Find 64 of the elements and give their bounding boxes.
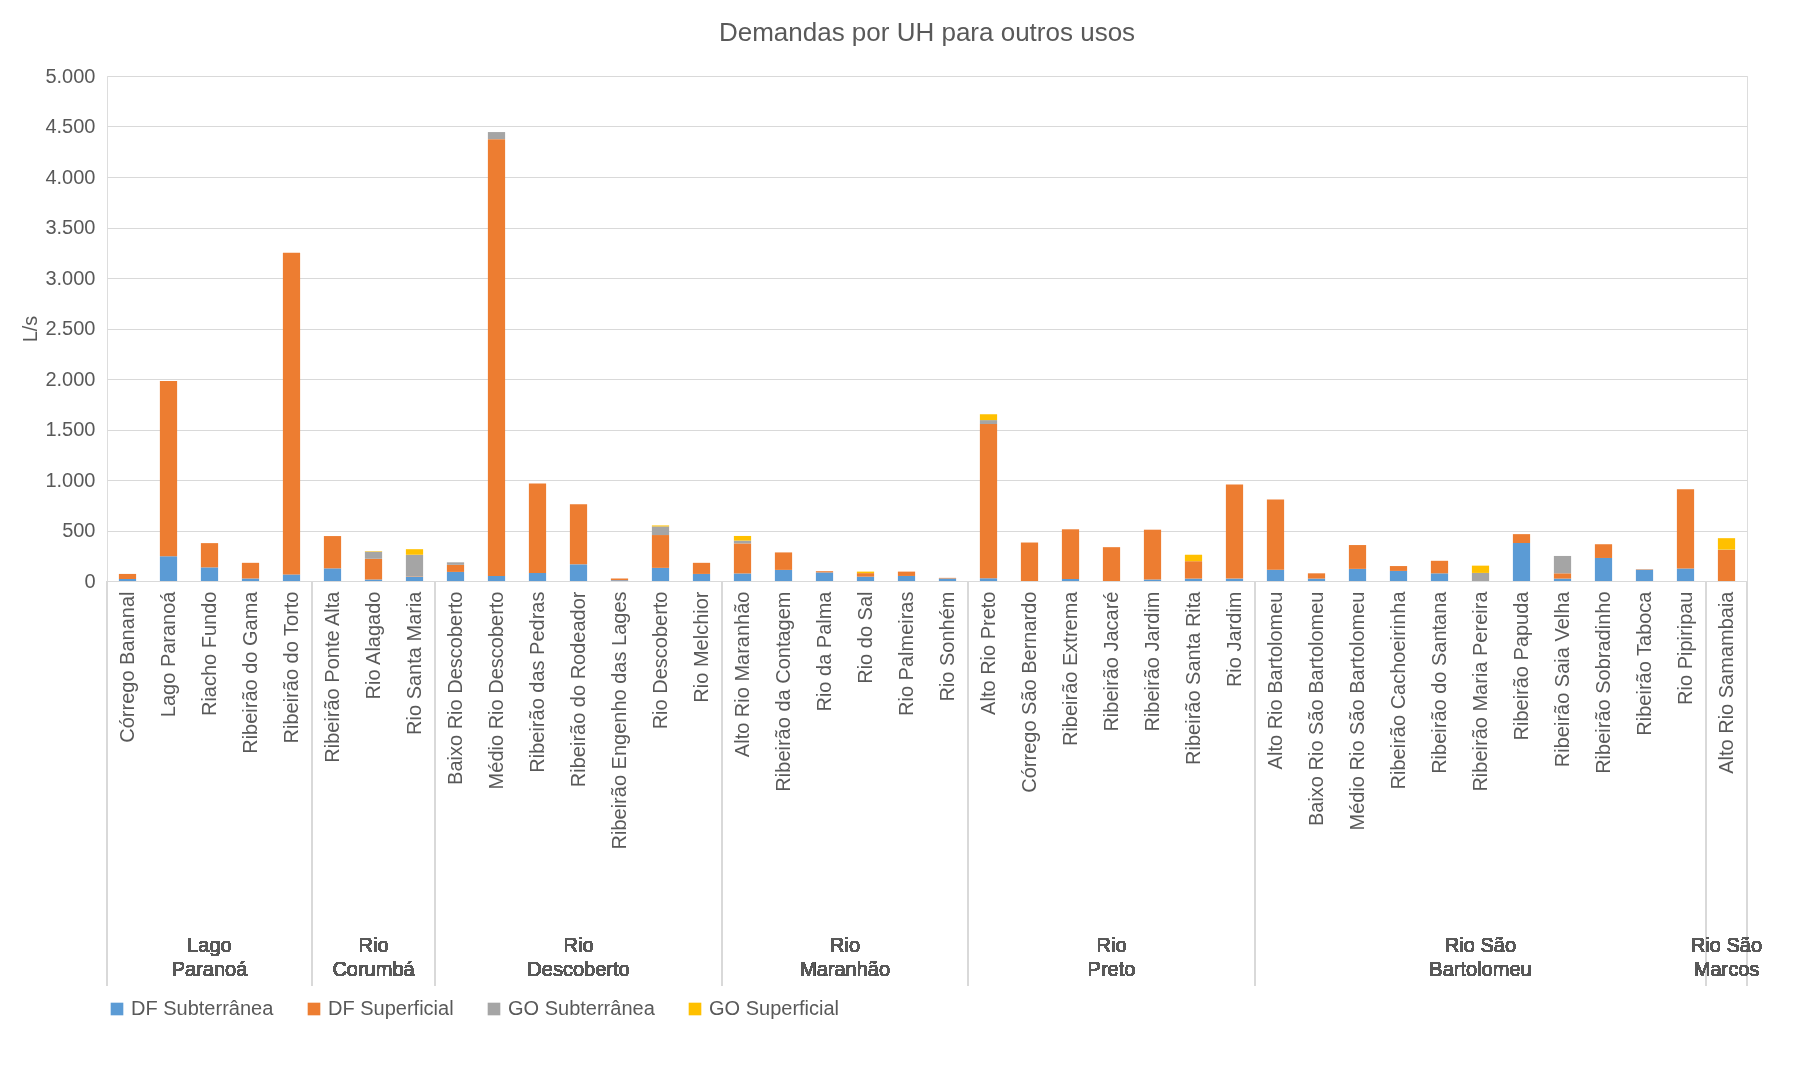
y-tick-label: 5.000 (45, 64, 96, 87)
x-tick-label: Médio Rio Descoberto (484, 591, 507, 790)
x-tick-label: Alto Rio Preto (976, 591, 999, 715)
y-tick-label: 2.000 (45, 367, 96, 390)
x-tick-label: Ribeirão Cachoeirinha (1386, 590, 1409, 790)
x-tick-label: Baixo Rio São Bartolomeu (1304, 591, 1327, 827)
y-tick-label: 1.500 (45, 418, 96, 440)
legend-label: GO Superficial (709, 997, 840, 1019)
y-tick-label: 2.500 (45, 317, 96, 339)
x-tick-label: Rio do Sal (853, 591, 876, 684)
x-tick-label: Ribeirão Taboca (1632, 590, 1655, 736)
x-tick-label: Córrego São Bernardo (1017, 591, 1040, 793)
x-tick-label: Médio Rio São Bartolomeu (1345, 591, 1368, 831)
x-tick-label: Ribeirão do Rodeador (566, 591, 589, 788)
y-axis-title: L/s (19, 315, 42, 343)
x-tick-label: Rio Sonhém (935, 591, 958, 702)
y-tick-label: 3.500 (45, 216, 96, 238)
x-tick-label: Lago Paranoá (156, 590, 179, 718)
x-tick-label: Ribeirão Jardim (1140, 591, 1163, 732)
legend-label: GO Subterrânea (508, 997, 656, 1019)
x-tick-label: Ribeirão Saia Velha (1550, 590, 1573, 768)
text: Rio Descoberto (527, 934, 630, 980)
x-tick-label: Ribeirão Extrema (1058, 590, 1081, 747)
x-tick-label: Alto Rio Samambaia (1714, 590, 1737, 774)
y-tick-label: 1.000 (45, 468, 96, 491)
x-tick-label: Ribeirão Jacaré (1099, 591, 1122, 732)
legend-label: DF Subterrânea (131, 997, 275, 1019)
text: Rio Preto (1087, 934, 1136, 980)
x-tick-label: Rio Pipiripau (1673, 591, 1696, 705)
x-tick-label: Ribeirão da Contagem (771, 591, 794, 792)
y-tick-label: 500 (62, 519, 96, 541)
x-tick-label: Ribeirão das Pedras (525, 591, 548, 773)
text: Rio São Marcos (1690, 934, 1763, 980)
x-tick-label: Ribeirão Ponte Alta (320, 590, 343, 763)
x-tick-label: Ribeirão Papuda (1509, 590, 1532, 741)
x-tick-label: Alto Rio Maranhão (730, 591, 753, 758)
x-tick-label: Rio Santa Maria (402, 590, 425, 735)
x-tick-label: Ribeirão do Gama (238, 590, 261, 754)
x-tick-label: Ribeirão Maria Pereira (1468, 590, 1491, 792)
y-tick-label: 3.000 (45, 266, 96, 289)
text: Lago Paranoá (171, 934, 249, 980)
text: Rio Corumbá (332, 934, 416, 980)
x-tick-label: Rio Descoberto (648, 591, 671, 730)
x-tick-label: Ribeirão do Torto (279, 591, 302, 744)
x-tick-label: Rio Melchior (689, 591, 712, 703)
x-tick-label: Ribeirão Sobradinho (1591, 591, 1614, 774)
x-tick-label: Baixo Rio Descoberto (443, 591, 466, 785)
x-tick-label: Ribeirão do Santana (1427, 590, 1450, 774)
x-tick-label: Rio da Palma (812, 590, 835, 712)
text: Rio Maranhão (799, 934, 891, 980)
chart-title: Demandas por UH para outros usos (718, 17, 1136, 47)
x-tick-label: Rio Alagado (361, 591, 384, 700)
x-tick-label: Rio Jardim (1222, 591, 1245, 688)
x-tick-label: Riacho Fundo (197, 591, 220, 717)
x-tick-label: Córrego Bananal (115, 591, 138, 743)
y-tick-label: 0 (84, 569, 96, 592)
text: Rio São Bartolomeu (1429, 934, 1532, 980)
x-tick-label: Ribeirão Engenho das Lages (607, 591, 630, 850)
x-tick-label: Ribeirão Santa Rita (1181, 590, 1204, 765)
x-tick-label: Alto Rio Bartolomeu (1263, 591, 1286, 770)
y-tick-label: 4.500 (45, 115, 96, 137)
y-tick-label: 4.000 (45, 165, 96, 188)
x-tick-label: Rio Palmeiras (894, 591, 917, 716)
legend-label: DF Superficial (328, 997, 454, 1019)
